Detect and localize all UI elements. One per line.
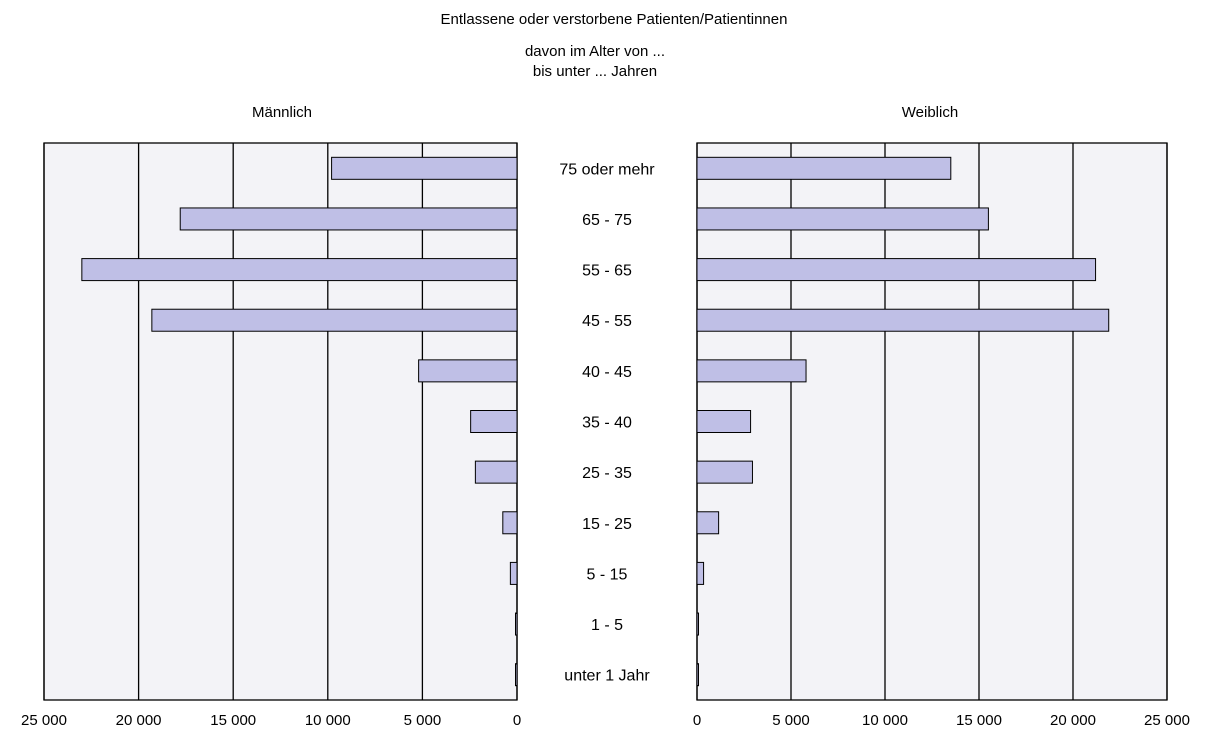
chart-subtitle-line1: davon im Alter von ...	[525, 43, 665, 60]
tick-label-female: 10 000	[862, 712, 908, 729]
bar-male	[151, 308, 518, 332]
tick-label-female: 15 000	[956, 712, 1002, 729]
chart-marks: 0 0 5 000 5 000 10 000 10 000 15 000 15 000 20 0…	[21, 142, 1190, 729]
bar-female	[696, 207, 989, 231]
category-label: 15 - 25	[582, 516, 632, 533]
bar-male	[502, 511, 518, 535]
bar-female	[696, 308, 1110, 332]
tick-label-male: 5 000	[404, 712, 442, 729]
bar-female	[696, 460, 753, 484]
category-label: unter 1 Jahr	[564, 668, 650, 685]
tick-label-male: 10 000	[305, 712, 351, 729]
bar-male	[509, 561, 518, 585]
category-label: 65 - 75	[582, 212, 632, 229]
category-label: 35 - 40	[582, 415, 632, 432]
tick-label-female: 25 000	[1144, 712, 1190, 729]
bar-female	[696, 156, 952, 180]
tick-label-male: 15 000	[210, 712, 256, 729]
tick-label-male: 25 000	[21, 712, 67, 729]
tick-label-female: 5 000	[772, 712, 810, 729]
bar-female	[696, 511, 720, 535]
bar-male	[179, 207, 518, 231]
bar-male	[515, 663, 518, 687]
panel-label-male: Männlich	[252, 104, 312, 121]
bar-male	[331, 156, 518, 180]
bar-female	[696, 663, 699, 687]
plot-area-male	[44, 143, 517, 700]
bar-female	[696, 258, 1097, 282]
bar-male	[418, 359, 518, 383]
tick-label-female: 20 000	[1050, 712, 1096, 729]
bar-male	[470, 410, 518, 433]
category-label: 75 oder mehr	[559, 161, 655, 178]
category-label: 40 - 45	[582, 364, 632, 381]
bar-female	[696, 410, 752, 433]
bar-male	[474, 460, 518, 484]
category-label: 25 - 35	[582, 465, 632, 482]
bar-female	[696, 612, 700, 636]
category-label: 1 - 5	[591, 617, 623, 634]
bar-male	[515, 612, 518, 636]
plot-area-female	[697, 143, 1167, 700]
chart-subtitle-line2: bis unter ... Jahren	[533, 63, 657, 80]
bar-female	[696, 561, 705, 585]
chart-title: Entlassene oder verstorbene Patienten/Pa…	[441, 11, 788, 28]
tick-label-male: 20 000	[116, 712, 162, 729]
category-label: 5 - 15	[587, 566, 628, 583]
panel-label-female: Weiblich	[902, 104, 958, 121]
tick-label-male: 0	[513, 712, 521, 729]
category-label: 55 - 65	[582, 263, 632, 280]
category-label: 45 - 55	[582, 313, 632, 330]
tick-label-female: 0	[693, 712, 701, 729]
bar-female	[696, 359, 807, 383]
bar-male	[81, 258, 518, 282]
